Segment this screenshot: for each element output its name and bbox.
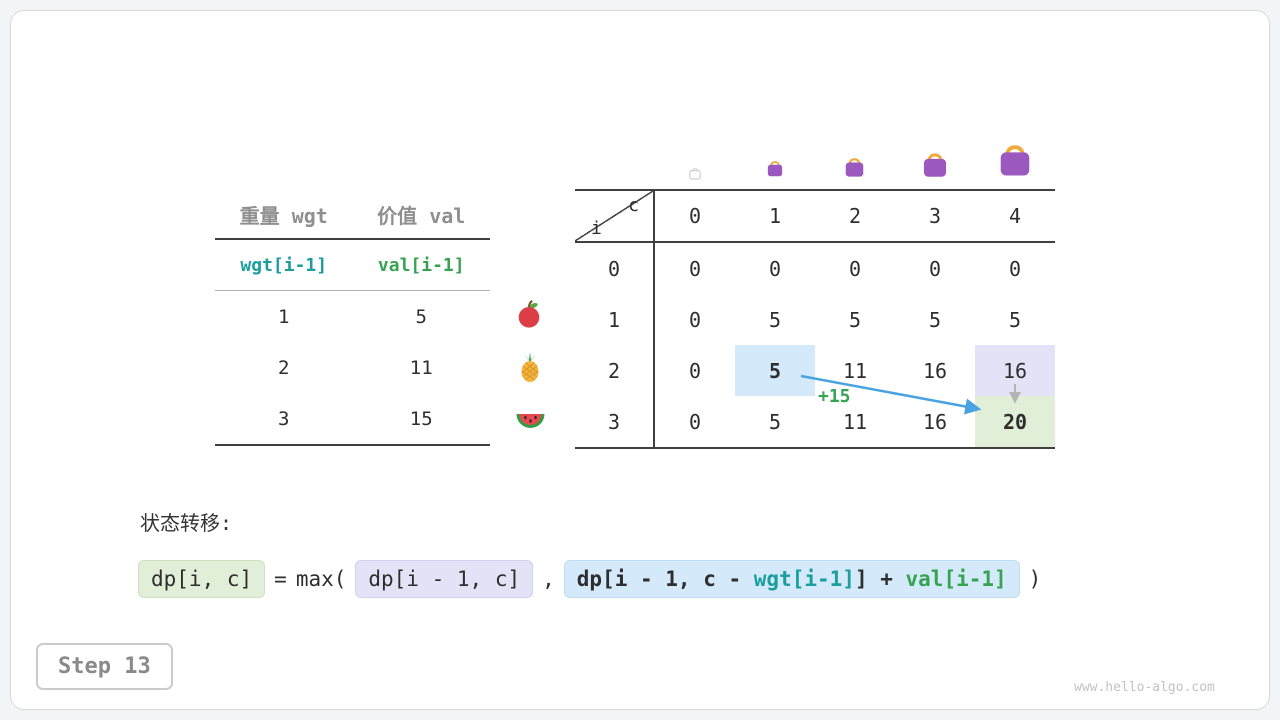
bag-ghost-icon	[687, 165, 703, 185]
pineapple-icon	[514, 351, 546, 387]
transition-title: 状态转移:	[140, 511, 233, 535]
bag-large-icon	[918, 147, 952, 185]
dp-cell-3-1: 5	[768, 409, 782, 434]
dp-cell-3-2: 11	[842, 409, 868, 434]
dp-cell-2-3: 16	[922, 358, 948, 383]
dp-col-header: 2	[815, 191, 895, 243]
dp-cell-0-4: 0	[1008, 256, 1022, 281]
dp-row-header: 2	[575, 345, 655, 396]
watermelon-icon	[514, 404, 547, 438]
bag-small-icon	[764, 157, 786, 183]
formula-comma: ,	[542, 567, 555, 591]
value-header: 价值 val	[377, 203, 466, 228]
formula-arg1: dp[i - 1, c]	[355, 560, 534, 598]
dp-cell-1-0: 0	[688, 307, 702, 332]
formula-max-open: max(	[295, 567, 347, 591]
dp-table-grid: c i 0 1 2 3 4 0 0 0 0 0 0 1 0 5 5 5 5 2 0 5 11 16 16 3 0 5 11 16 20	[575, 189, 1055, 449]
dp-cell-0-2: 0	[848, 256, 862, 281]
bag-medium-icon	[841, 153, 868, 184]
dp-cell-3-3: 16	[922, 409, 948, 434]
symbol-row: wgt[i-1] val[i-1]	[215, 240, 490, 291]
weight-value-cell: 11	[409, 356, 433, 379]
formula-lhs: dp[i, c]	[138, 560, 266, 598]
dp-corner-cell: c i	[575, 191, 655, 243]
dp-cell-0-3: 0	[928, 256, 942, 281]
corner-label-i: i	[591, 218, 602, 239]
weight-header: 重量 wgt	[239, 203, 328, 228]
transition-formula: dp[i, c] = max( dp[i - 1, c] , dp[i - 1,…	[138, 560, 1041, 598]
apple-icon	[514, 299, 544, 333]
weight-value-cell: 5	[415, 305, 427, 328]
weight-value-row: 2 11	[215, 342, 490, 393]
formula-arg2-val: val[i-1]	[905, 567, 1007, 591]
weight-value-cell: 1	[278, 305, 290, 328]
watermark: www.hello-algo.com	[1074, 680, 1215, 695]
weight-value-cell: 15	[409, 407, 433, 430]
dp-cell-1-1: 5	[768, 307, 782, 332]
dp-cell-2-1: 5	[735, 345, 815, 396]
dp-col-header: 0	[655, 191, 735, 243]
left-table-rows: 1 5 2 11 3 15	[215, 291, 490, 446]
formula-arg2-mid: ] +	[854, 567, 906, 591]
dp-cell-0-1: 0	[768, 256, 782, 281]
transition-gain-label: +15	[818, 386, 851, 407]
dp-row-header: 1	[575, 294, 655, 345]
dp-cell-0-0: 0	[688, 256, 702, 281]
dp-row-header: 0	[575, 243, 655, 294]
dp-cell-3-4: 20	[975, 396, 1055, 447]
dp-cell-1-2: 5	[848, 307, 862, 332]
dp-row-header: 3	[575, 396, 655, 447]
weight-value-cell: 3	[278, 407, 290, 430]
weight-value-table: 重量 wgt 价值 val wgt[i-1] val[i-1] 1 5 2 11 3 15	[215, 190, 490, 446]
formula-arg2-wgt: wgt[i-1]	[753, 567, 855, 591]
wgt-symbol: wgt[i-1]	[240, 254, 328, 276]
dp-cell-1-3: 5	[928, 307, 942, 332]
step-badge: Step 13	[36, 643, 173, 690]
weight-value-table-header: 重量 wgt 价值 val	[215, 190, 490, 240]
dp-col-header: 4	[975, 191, 1055, 243]
dp-col-header: 1	[735, 191, 815, 243]
formula-equals: =	[274, 567, 287, 591]
dp-cell-2-4: 16	[975, 345, 1055, 396]
formula-arg2-prefix: dp[i - 1, c -	[576, 567, 754, 591]
formula-close: )	[1028, 567, 1042, 591]
bag-xlarge-icon	[993, 137, 1037, 185]
dp-cell-3-0: 0	[688, 409, 702, 434]
dp-cell-2-0: 0	[688, 358, 702, 383]
weight-value-row: 3 15	[215, 393, 490, 444]
weight-value-cell: 2	[278, 356, 290, 379]
formula-arg2: dp[i - 1, c - wgt[i-1]] + val[i-1]	[563, 560, 1020, 598]
val-symbol: val[i-1]	[377, 254, 465, 276]
dp-cell-1-4: 5	[1008, 307, 1022, 332]
dp-col-header: 3	[895, 191, 975, 243]
corner-label-c: c	[628, 195, 639, 216]
